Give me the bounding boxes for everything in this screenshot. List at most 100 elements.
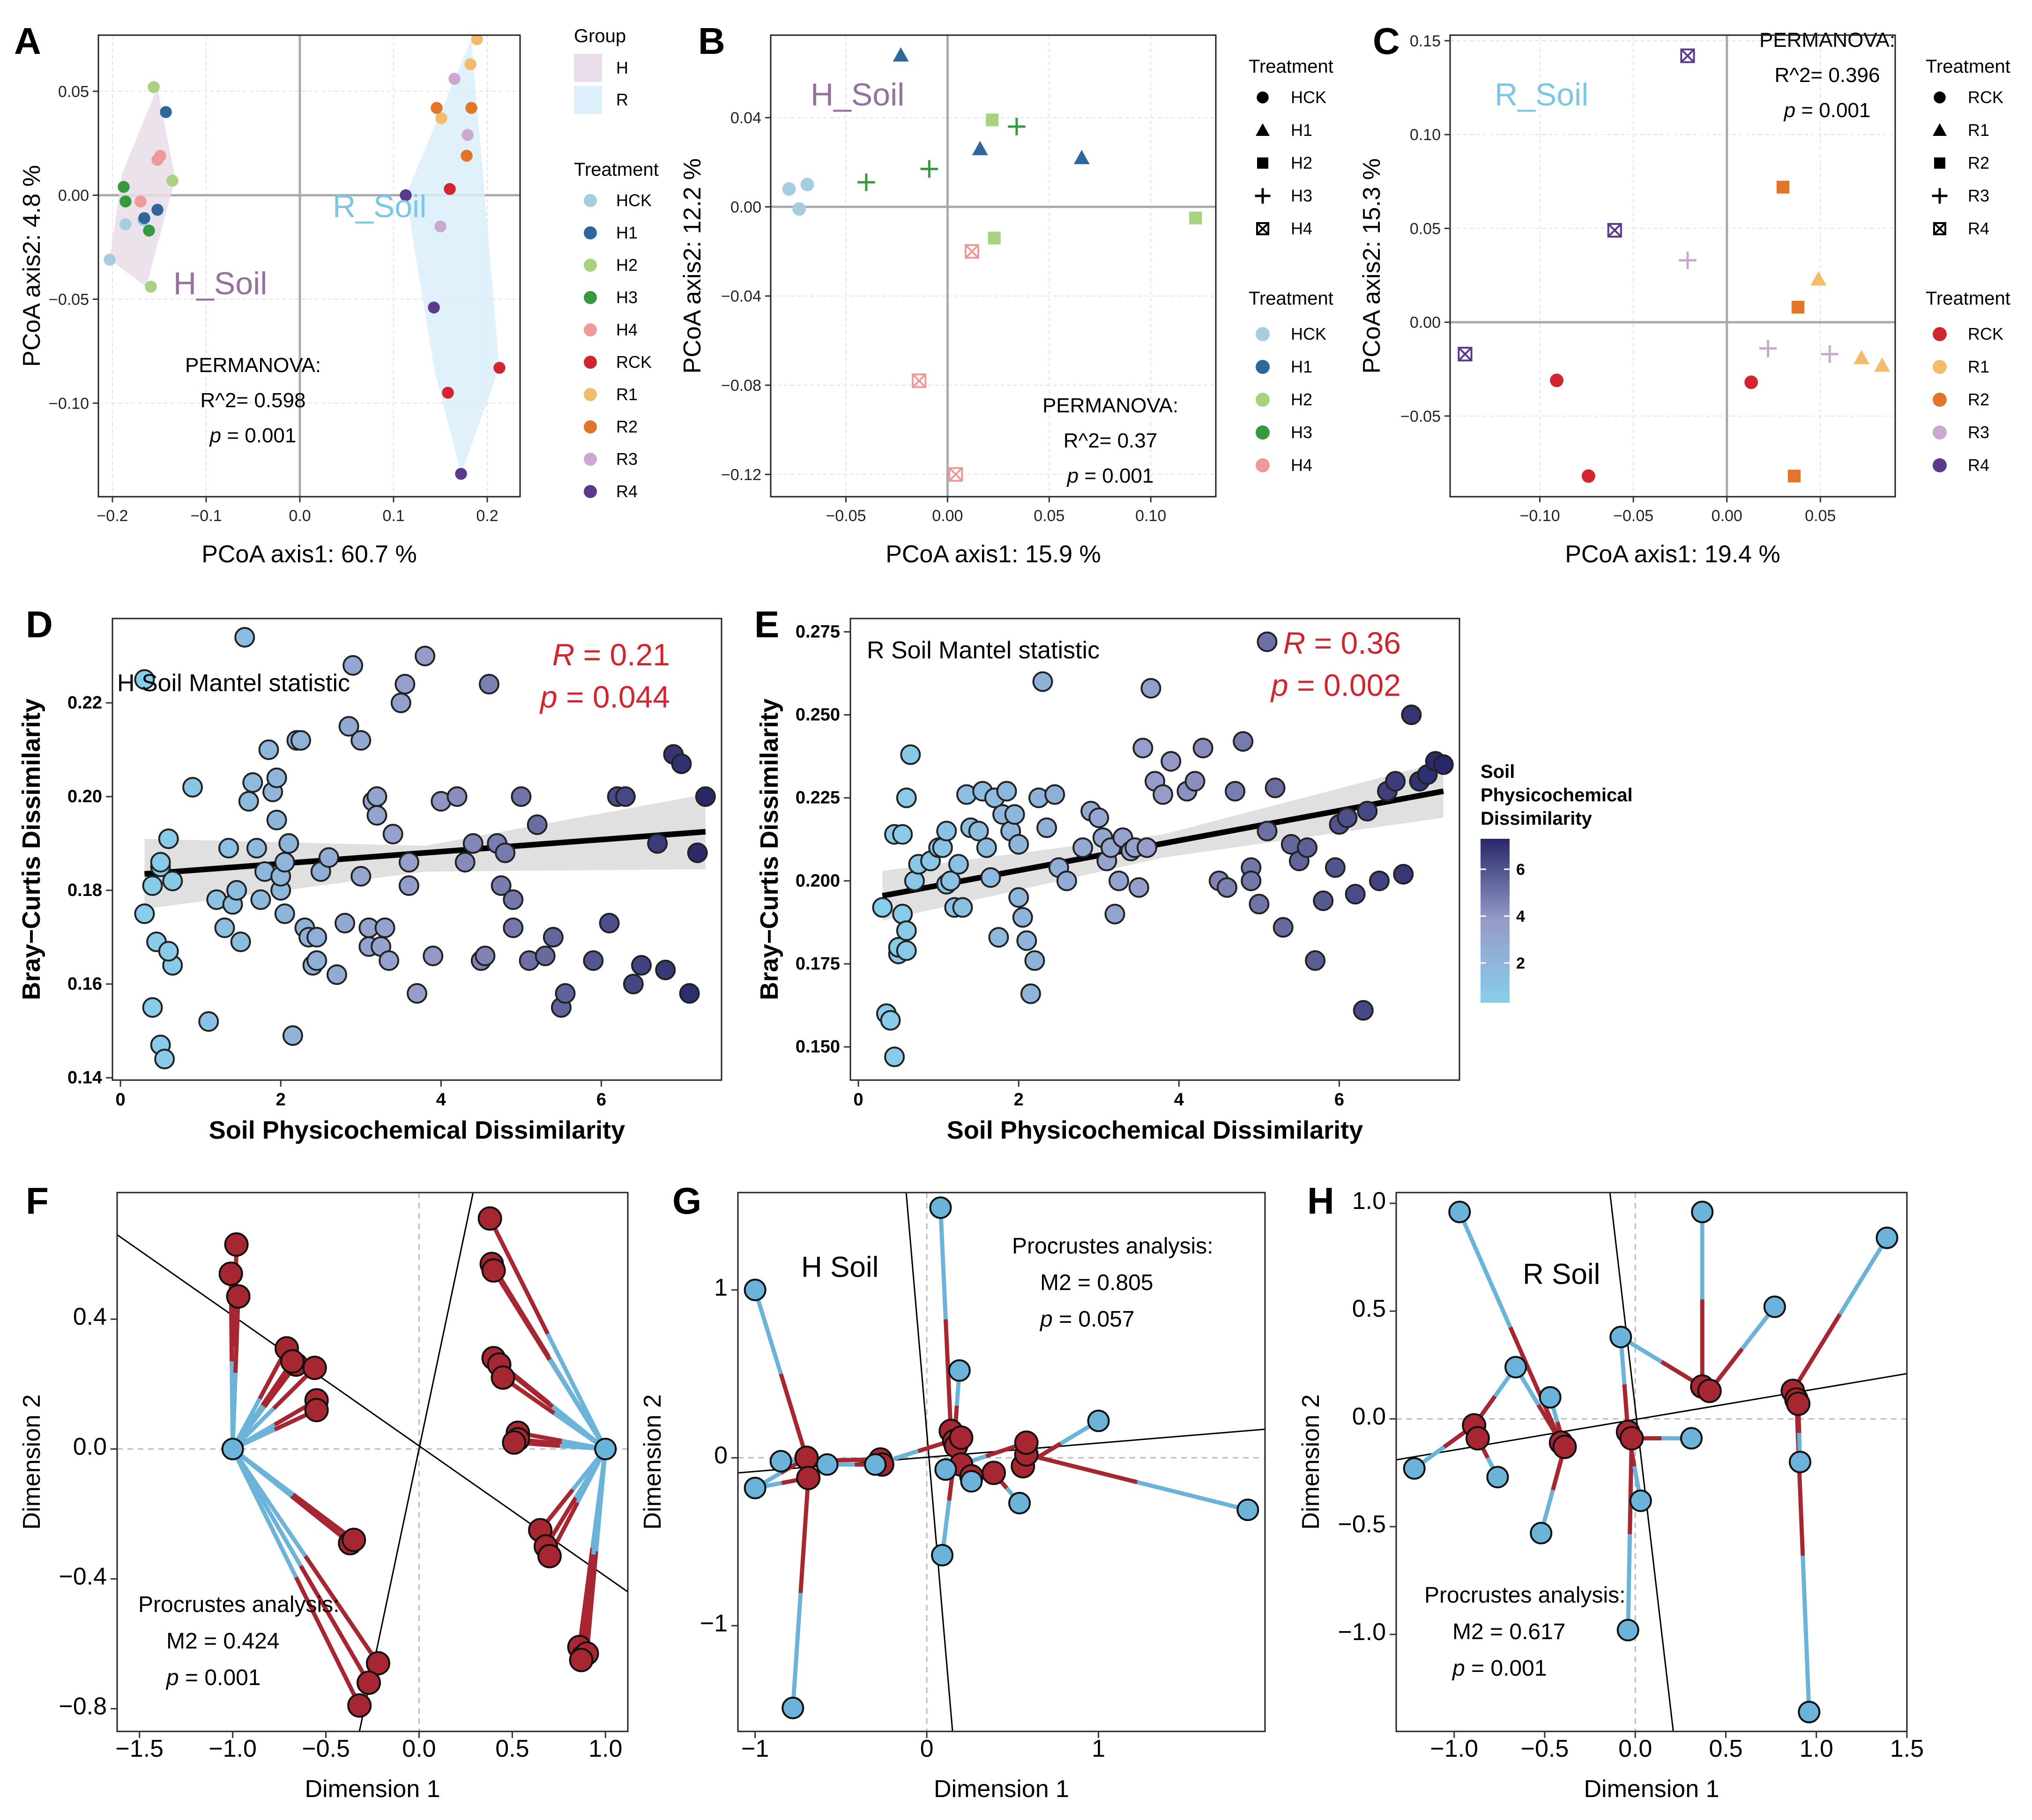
data-point bbox=[1934, 157, 1945, 169]
data-point bbox=[160, 106, 172, 118]
data-point bbox=[182, 777, 203, 798]
data-point bbox=[948, 854, 969, 875]
data-point bbox=[1550, 373, 1563, 388]
x-tick-label: 6 bbox=[1334, 1090, 1344, 1110]
data-point bbox=[318, 847, 339, 868]
x-axis-label: Dimension 1 bbox=[1584, 1775, 1719, 1803]
stat-p-symbol: p bbox=[1039, 1307, 1053, 1332]
data-point bbox=[1032, 671, 1053, 692]
data-point bbox=[415, 646, 436, 666]
x-axis-label: Dimension 1 bbox=[934, 1775, 1069, 1803]
stat-heading: PERMANOVA: bbox=[1042, 394, 1178, 417]
procrustes-plot-G: H Soil Procrustes analysis: M2 = 0.805 p = … bbox=[639, 1192, 1266, 1803]
stat-R-value: = 0.36 bbox=[1305, 626, 1401, 660]
data-point bbox=[1140, 678, 1161, 699]
data-point bbox=[382, 824, 403, 844]
data-point-red bbox=[502, 1430, 527, 1455]
data-point bbox=[880, 1010, 901, 1031]
y-axis-label: PCoA axis2: 4.8 % bbox=[18, 165, 45, 367]
data-point bbox=[246, 838, 267, 858]
data-point bbox=[1357, 801, 1378, 822]
data-point bbox=[214, 917, 235, 938]
x-tick-label: 0.05 bbox=[1034, 507, 1064, 525]
data-point-red bbox=[357, 1671, 381, 1695]
panel-label-E: E bbox=[754, 604, 779, 645]
x-tick-label: 4 bbox=[1174, 1090, 1184, 1110]
data-point-blue bbox=[782, 1696, 804, 1719]
plot-border bbox=[770, 34, 1217, 498]
legend-group-swatch bbox=[574, 54, 602, 82]
plot-background bbox=[117, 1193, 628, 1731]
data-point bbox=[398, 852, 419, 873]
data-point bbox=[1016, 930, 1037, 951]
x-tick-label: 0.2 bbox=[476, 507, 498, 525]
y-tick-label: 0.14 bbox=[67, 1068, 102, 1088]
y-tick-label: 1.0 bbox=[1352, 1187, 1386, 1215]
legend-treatment-swatch bbox=[584, 194, 597, 207]
y-tick-label: 0.00 bbox=[730, 198, 761, 216]
legend-treatment-label: R4 bbox=[616, 482, 638, 501]
y-axis-label: Dimension 2 bbox=[18, 1394, 45, 1529]
data-point-blue bbox=[769, 1450, 792, 1473]
legend-color-swatch bbox=[1933, 458, 1947, 472]
data-point-red bbox=[982, 1461, 1006, 1485]
legend-color-title: Treatment bbox=[1926, 288, 2010, 309]
data-point bbox=[893, 47, 909, 62]
data-point bbox=[936, 820, 957, 842]
legend-color-label: H4 bbox=[1291, 455, 1312, 475]
legend-treatment-title: Treatment bbox=[574, 159, 659, 180]
data-point bbox=[940, 870, 961, 891]
data-point-blue bbox=[1008, 1492, 1031, 1514]
legend-color-label: R4 bbox=[1968, 455, 1989, 475]
data-point bbox=[423, 946, 444, 966]
data-point bbox=[454, 852, 476, 873]
y-tick-label: −0.05 bbox=[49, 291, 89, 308]
legend-treatment-swatch bbox=[584, 259, 597, 272]
pcoa-plot-C: R_Soil PERMANOVA: R^2= 0.396 p = 0.001 −0.10… bbox=[1358, 29, 2010, 568]
legend-color-label: HCK bbox=[1291, 324, 1326, 343]
procrustes-link-blue bbox=[1136, 1480, 1249, 1512]
data-point bbox=[892, 824, 913, 845]
panel-label-F: F bbox=[26, 1180, 49, 1222]
plot-border bbox=[116, 1192, 629, 1732]
data-point bbox=[142, 875, 163, 896]
x-tick-label: 1.0 bbox=[588, 1735, 622, 1762]
data-point bbox=[162, 871, 183, 891]
data-point bbox=[1353, 1000, 1374, 1021]
legend-color-label: H3 bbox=[1291, 423, 1312, 442]
procrustes-link-blue bbox=[231, 1448, 298, 1578]
plot-background bbox=[1450, 35, 1895, 497]
data-point-blue bbox=[960, 1470, 983, 1493]
data-point bbox=[1853, 350, 1870, 365]
data-point bbox=[306, 950, 328, 971]
data-point bbox=[1759, 339, 1777, 358]
procrustes-link-red bbox=[1026, 1452, 1138, 1484]
data-point bbox=[145, 281, 157, 293]
data-point-blue bbox=[1691, 1201, 1714, 1223]
procrustes-link-red bbox=[491, 1269, 551, 1361]
data-point-blue bbox=[1448, 1201, 1471, 1223]
data-point-blue bbox=[948, 1359, 971, 1382]
data-point bbox=[988, 927, 1009, 948]
legend-treatment-label: R1 bbox=[616, 385, 638, 404]
data-point bbox=[1932, 188, 1948, 204]
data-point bbox=[138, 212, 150, 224]
stat-p: p = 0.002 bbox=[1270, 668, 1401, 702]
plot-border bbox=[97, 34, 521, 498]
procrustes-plot-H: R Soil Procrustes analysis: M2 = 0.617 p = … bbox=[1297, 1187, 1924, 1803]
data-point bbox=[511, 786, 532, 807]
data-point-red bbox=[342, 1528, 366, 1552]
data-point bbox=[226, 880, 247, 901]
group-label-H: H_Soil bbox=[173, 266, 267, 301]
data-point bbox=[671, 753, 692, 774]
x-tick-label: 0 bbox=[854, 1090, 863, 1110]
x-tick-label: 0.05 bbox=[1805, 507, 1836, 525]
procrustes-link-red bbox=[1508, 1326, 1563, 1444]
plot-border bbox=[1395, 1192, 1908, 1732]
data-point-blue bbox=[744, 1278, 767, 1301]
legend-color-swatch bbox=[1256, 327, 1270, 341]
data-point bbox=[1369, 870, 1390, 891]
data-point bbox=[366, 805, 387, 826]
procrustes-link-blue bbox=[231, 1372, 238, 1449]
legend-treatment-swatch bbox=[584, 420, 597, 433]
